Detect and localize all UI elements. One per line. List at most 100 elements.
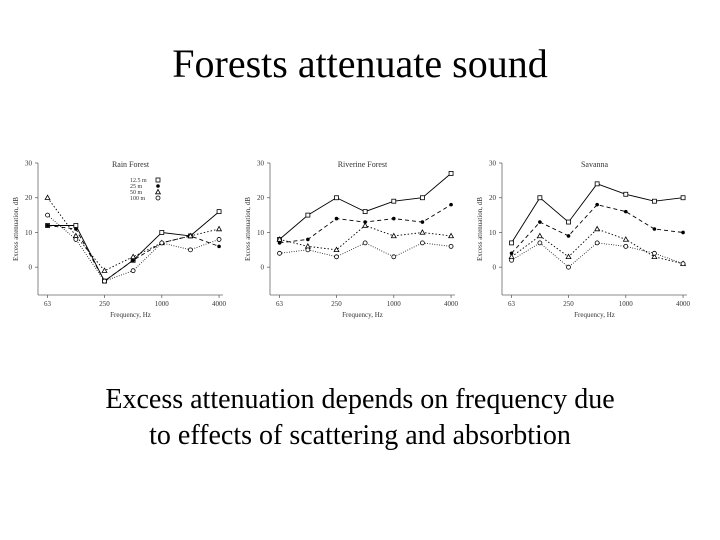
data-point	[680, 261, 686, 267]
data-point	[537, 240, 543, 246]
data-point	[652, 250, 657, 256]
chart-riverine-forest: 0 10 20 30 63 250 1000 4000 Riverine Forest Frequ…	[244, 160, 459, 320]
data-point	[651, 253, 658, 259]
data-point	[277, 250, 282, 256]
data-point	[509, 257, 514, 263]
legend-marker	[155, 177, 161, 183]
x-tick-label: 63	[508, 300, 516, 308]
data-point	[333, 246, 340, 253]
legend-label: 50 m	[130, 190, 143, 196]
data-point	[420, 195, 425, 201]
legend-marker	[156, 184, 160, 188]
y-axis-label: Excess attenuation, dB	[244, 197, 252, 261]
data-point	[447, 232, 455, 239]
data-point	[623, 243, 629, 249]
series-line-4	[511, 242, 684, 268]
data-point	[217, 244, 221, 249]
data-point	[391, 216, 396, 221]
chart-title: Riverine Forest	[338, 160, 388, 169]
y-tick-label: 0	[29, 264, 33, 272]
data-point	[419, 229, 426, 235]
data-point	[334, 216, 339, 221]
y-tick-label: 20	[25, 194, 33, 202]
data-point	[566, 264, 571, 270]
data-point	[276, 236, 283, 242]
x-tick-label: 4000	[444, 300, 459, 308]
y-tick-label: 30	[489, 160, 497, 168]
data-point	[652, 198, 657, 204]
data-point	[45, 223, 50, 228]
data-point	[623, 191, 629, 197]
data-point	[391, 198, 397, 204]
data-point	[680, 195, 686, 201]
data-point	[277, 241, 282, 245]
data-point	[74, 227, 78, 231]
x-axis-label: Frequency, Hz	[342, 311, 383, 319]
data-point	[131, 258, 135, 263]
series-line-3	[279, 224, 452, 251]
x-tick-label: 1000	[619, 300, 634, 308]
data-point	[594, 181, 600, 187]
x-tick-label: 250	[99, 300, 110, 308]
data-point	[305, 247, 311, 253]
data-point	[362, 209, 368, 215]
data-point	[363, 220, 367, 224]
x-tick-label: 63	[276, 300, 284, 308]
data-point	[44, 194, 51, 200]
y-tick-label: 10	[257, 229, 265, 237]
series-line-3	[511, 228, 684, 265]
data-point	[159, 230, 165, 235]
slide-title: Forests attenuate sound	[172, 41, 548, 86]
data-point	[449, 202, 453, 207]
legend-label: 12.5 m	[130, 178, 147, 184]
data-point	[448, 171, 454, 176]
y-tick-label: 10	[489, 229, 497, 237]
y-tick-label: 0	[493, 264, 497, 272]
x-tick-label: 250	[563, 300, 574, 308]
y-tick-label: 0	[261, 264, 265, 272]
legend-label: 25 m	[130, 184, 143, 190]
y-axis-label: Excess attenuation, dB	[476, 197, 484, 261]
y-tick-label: 10	[25, 229, 33, 237]
data-point	[652, 227, 657, 231]
data-point	[187, 232, 194, 239]
data-point	[130, 268, 136, 274]
data-point	[595, 202, 599, 207]
data-point	[216, 209, 222, 215]
x-axis-label: Frequency, Hz	[110, 311, 151, 319]
chart-title: Rain Forest	[112, 160, 150, 169]
data-point	[566, 219, 571, 225]
data-point	[102, 278, 107, 284]
data-point	[362, 240, 368, 246]
data-point	[420, 220, 425, 224]
y-tick-label: 20	[489, 194, 497, 202]
legend-marker	[155, 195, 161, 201]
data-point	[681, 230, 685, 235]
series-line-1	[279, 173, 452, 240]
legend-label: 100 m	[130, 196, 146, 202]
y-tick-label: 30	[257, 160, 265, 168]
caption-line-1: Excess attenuation depends on frequency …	[105, 384, 615, 415]
data-point	[623, 209, 628, 214]
x-axis-label: Frequency, Hz	[574, 311, 615, 319]
caption-line-2: to effects of scattering and absorbtion	[149, 420, 571, 451]
chart-title: Savanna	[581, 160, 609, 169]
x-tick-label: 4000	[676, 300, 691, 308]
data-point	[390, 232, 397, 239]
data-point	[216, 237, 222, 242]
data-point	[565, 253, 572, 259]
data-point	[130, 253, 137, 259]
legend-marker	[154, 188, 162, 195]
y-tick-label: 30	[25, 160, 33, 168]
data-point	[45, 212, 50, 218]
data-point	[73, 237, 79, 242]
data-point	[566, 234, 571, 238]
data-point	[362, 222, 369, 228]
data-point	[73, 223, 79, 228]
data-point	[334, 195, 339, 201]
data-point	[622, 236, 629, 242]
data-point	[448, 243, 454, 249]
data-point	[306, 237, 310, 242]
x-tick-label: 1000	[155, 300, 170, 308]
data-point	[159, 240, 165, 246]
